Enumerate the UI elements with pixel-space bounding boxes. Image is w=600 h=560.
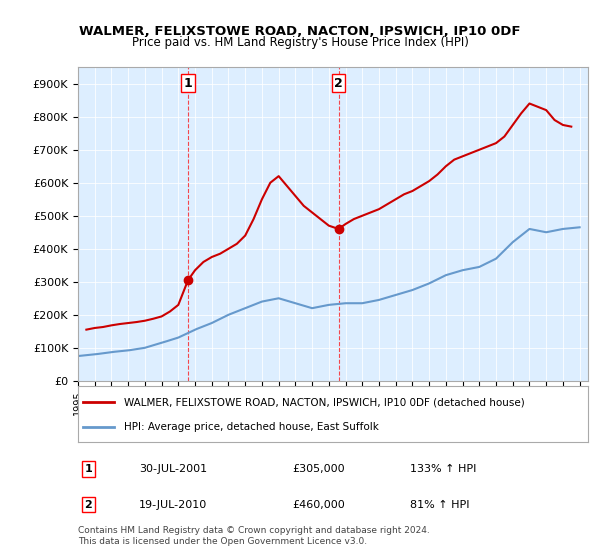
Text: Contains HM Land Registry data © Crown copyright and database right 2024.
This d: Contains HM Land Registry data © Crown c… [78, 526, 430, 546]
Text: 1: 1 [85, 464, 92, 474]
Text: 81% ↑ HPI: 81% ↑ HPI [409, 500, 469, 510]
Text: WALMER, FELIXSTOWE ROAD, NACTON, IPSWICH, IP10 0DF (detached house): WALMER, FELIXSTOWE ROAD, NACTON, IPSWICH… [124, 397, 524, 407]
Text: Price paid vs. HM Land Registry's House Price Index (HPI): Price paid vs. HM Land Registry's House … [131, 36, 469, 49]
Text: WALMER, FELIXSTOWE ROAD, NACTON, IPSWICH, IP10 0DF: WALMER, FELIXSTOWE ROAD, NACTON, IPSWICH… [79, 25, 521, 38]
Text: 1: 1 [184, 77, 193, 90]
Text: 19-JUL-2010: 19-JUL-2010 [139, 500, 208, 510]
Text: 133% ↑ HPI: 133% ↑ HPI [409, 464, 476, 474]
Text: HPI: Average price, detached house, East Suffolk: HPI: Average price, detached house, East… [124, 422, 379, 432]
Text: 2: 2 [85, 500, 92, 510]
Text: £460,000: £460,000 [292, 500, 345, 510]
Text: 2: 2 [334, 77, 343, 90]
Text: 30-JUL-2001: 30-JUL-2001 [139, 464, 208, 474]
Text: £305,000: £305,000 [292, 464, 345, 474]
